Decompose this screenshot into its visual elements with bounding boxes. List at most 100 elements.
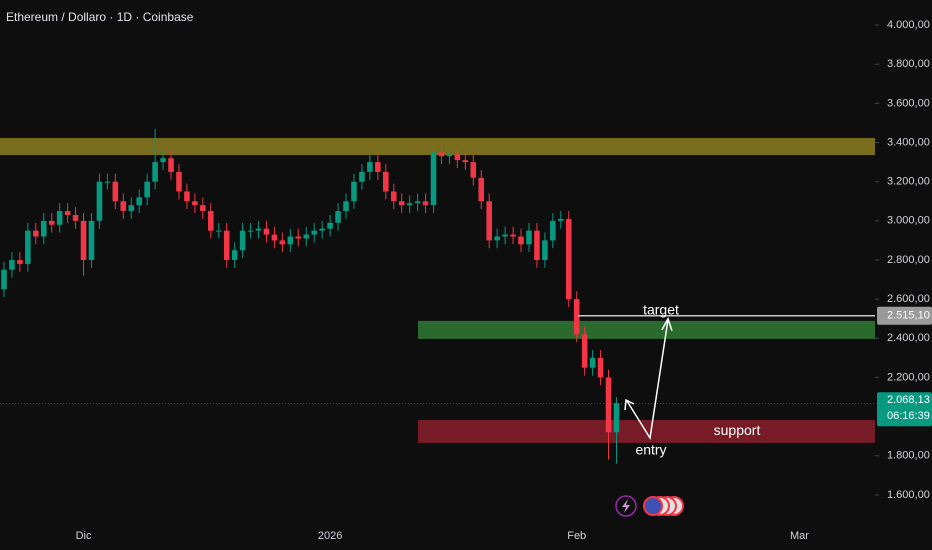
lightning-glyph xyxy=(622,499,630,513)
candle-body xyxy=(263,228,270,235)
candle-body xyxy=(1,269,7,290)
candle-body xyxy=(112,181,119,202)
candle-body xyxy=(486,201,492,241)
candle-body xyxy=(359,171,365,182)
flag-icon[interactable] xyxy=(643,496,663,516)
y-tick-label: 3.000,00 xyxy=(887,215,930,227)
candle-body xyxy=(176,171,182,192)
y-tick-label: 4.000,00 xyxy=(887,19,930,31)
candle-body xyxy=(343,201,349,212)
candle-body xyxy=(414,201,421,204)
candle-body xyxy=(17,260,23,264)
annotations: 2.068,13 06:16:39 2.515,10 target entry xyxy=(0,301,932,458)
candle-body xyxy=(247,230,254,232)
candle-body xyxy=(295,236,302,239)
entry-text: entry xyxy=(635,442,666,458)
candle-body xyxy=(597,357,604,378)
candle-body xyxy=(80,220,87,260)
candle-body xyxy=(494,236,500,241)
zones: support xyxy=(0,138,875,443)
y-tick-label: 3.200,00 xyxy=(887,176,930,188)
lightning-icon xyxy=(615,495,637,517)
candle-body xyxy=(534,230,540,260)
candle-body xyxy=(9,260,15,270)
candle-body xyxy=(375,162,381,172)
candle-body xyxy=(605,377,612,433)
x-tick-label: Feb xyxy=(567,530,586,542)
candle-body xyxy=(550,220,556,241)
y-tick-label: 2.800,00 xyxy=(887,254,930,266)
candle-body xyxy=(454,154,461,161)
candle-body xyxy=(478,177,485,202)
candle-body xyxy=(239,230,246,251)
entry-arrow xyxy=(626,319,669,441)
y-tick-label: 2.200,00 xyxy=(887,371,930,383)
candle-body xyxy=(279,240,286,245)
candle-body xyxy=(518,236,524,245)
candle-body xyxy=(56,211,63,225)
candle-body xyxy=(192,201,198,206)
candle-body xyxy=(470,162,477,178)
candle-body xyxy=(168,158,174,172)
candle-body xyxy=(613,403,620,433)
last-price-box xyxy=(877,392,932,427)
zone-label: support xyxy=(714,422,761,438)
candle-body xyxy=(398,201,405,206)
candle-body xyxy=(223,230,230,260)
arrow-head xyxy=(624,398,635,411)
candle-body xyxy=(120,201,127,212)
x-tick-label: Dic xyxy=(76,530,92,542)
candle-body xyxy=(271,234,278,241)
y-tick-label: 2.600,00 xyxy=(887,293,930,305)
candle-body xyxy=(200,205,206,212)
candle-body xyxy=(406,203,413,206)
zone xyxy=(418,320,875,339)
candle-body xyxy=(573,299,580,335)
candle-body xyxy=(589,357,596,368)
countdown-label: 06:16:39 xyxy=(887,410,930,422)
candle-body xyxy=(104,181,111,183)
candle-body xyxy=(565,218,572,300)
candle-body xyxy=(231,250,238,260)
candle-body xyxy=(128,205,135,212)
candle-body xyxy=(215,230,222,232)
candle-body xyxy=(144,181,150,198)
candle-body xyxy=(390,191,397,202)
y-tick-label: 1.600,00 xyxy=(887,489,930,501)
y-tick-label: 2.400,00 xyxy=(887,332,930,344)
candle-body xyxy=(558,218,564,221)
last-price-label: 2.068,13 xyxy=(887,394,930,406)
candle-body xyxy=(510,234,516,237)
candles xyxy=(1,128,620,464)
target-text: target xyxy=(643,301,679,317)
candle-body xyxy=(136,197,142,206)
x-tick-label: 2026 xyxy=(318,530,342,542)
candle-body xyxy=(462,160,469,163)
candle-body xyxy=(446,154,453,157)
candle-body xyxy=(367,162,373,172)
candle-body xyxy=(255,228,262,231)
chart-title: Ethereum / Dollaro · 1D · Coinbase xyxy=(6,10,194,24)
candle-body xyxy=(502,234,508,237)
candle-body xyxy=(88,220,95,260)
candle-body xyxy=(208,211,214,231)
candle-body xyxy=(33,230,39,237)
candle-body xyxy=(287,236,294,245)
candle-body xyxy=(311,230,317,235)
candle-body xyxy=(422,201,429,206)
candle-body xyxy=(351,181,357,202)
candle-body xyxy=(542,240,548,260)
candle-body xyxy=(383,171,389,192)
target-price-label: 2.515,10 xyxy=(887,310,930,322)
candle-body xyxy=(430,152,437,206)
y-tick-label: 1.800,00 xyxy=(887,450,930,462)
y-tick-label: 3.600,00 xyxy=(887,97,930,109)
candle-body xyxy=(40,220,47,237)
candle-body xyxy=(319,228,325,231)
event-icons xyxy=(615,495,684,517)
y-tick-label: 3.800,00 xyxy=(887,58,930,70)
candle-body xyxy=(581,334,588,368)
